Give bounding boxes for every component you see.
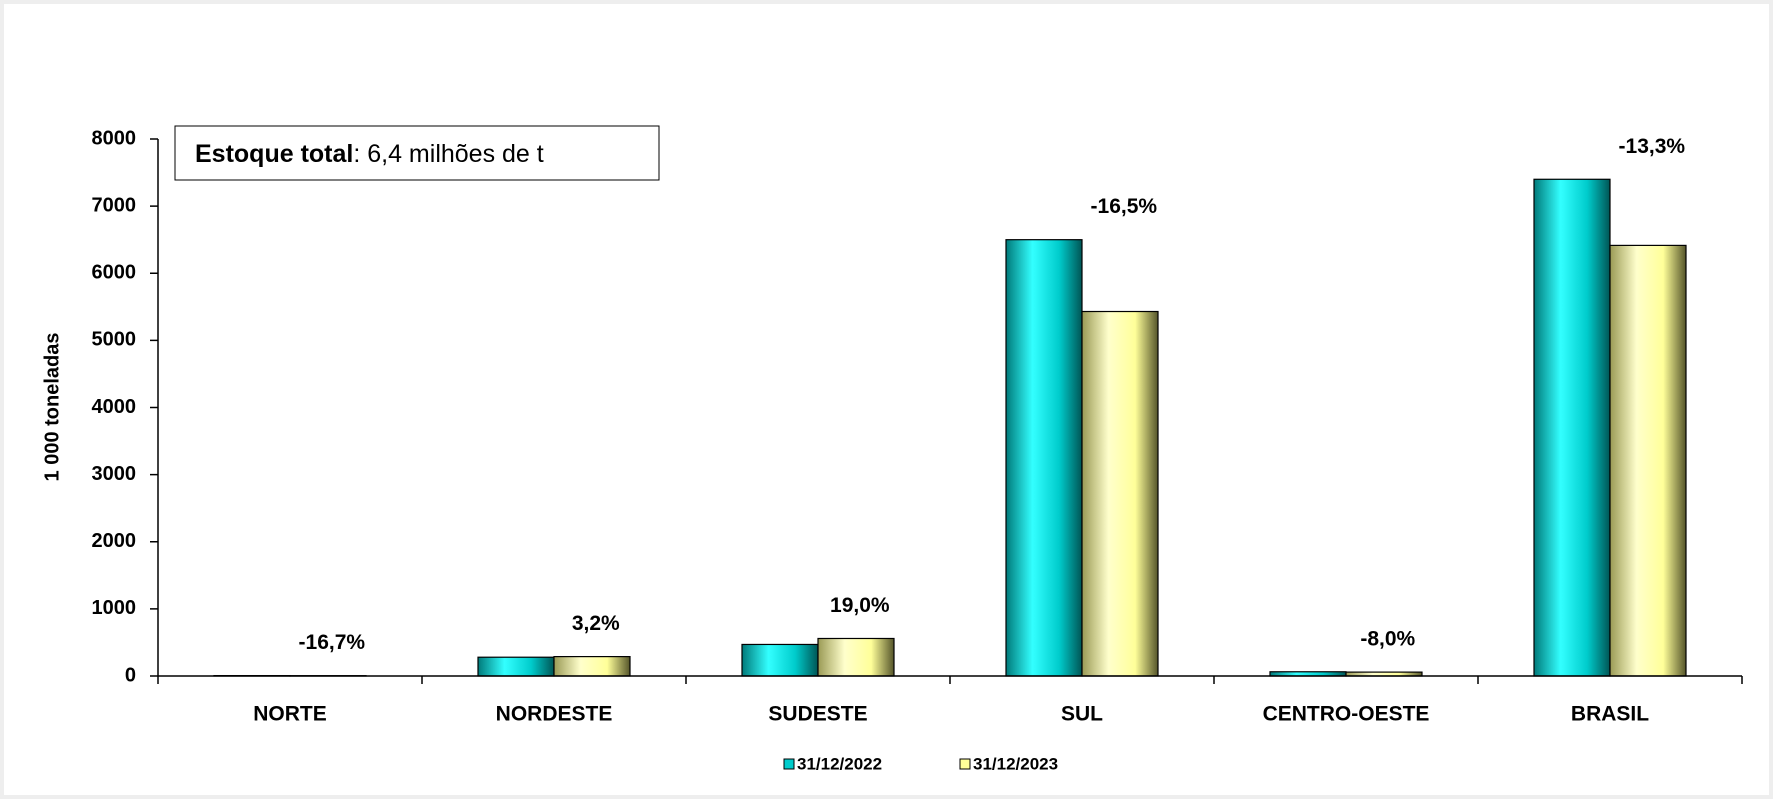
x-tick-label: CENTRO-OESTE xyxy=(1263,703,1430,726)
legend-label: 31/12/2023 xyxy=(973,754,1058,773)
y-tick-label: 2000 xyxy=(92,530,137,552)
change-label: -13,3% xyxy=(1619,135,1686,158)
y-tick-label: 6000 xyxy=(92,262,137,284)
y-tick-label: 7000 xyxy=(92,194,137,216)
x-tick-label: NORDESTE xyxy=(496,703,613,726)
y-tick-label: 8000 xyxy=(92,127,137,149)
annotation: Estoque total: 6,4 milhões de t xyxy=(195,140,544,168)
x-tick-label: NORTE xyxy=(253,703,327,726)
y-tick-label: 3000 xyxy=(92,463,137,485)
annotation-text: : 6,4 milhões de t xyxy=(353,140,543,168)
x-tick-label: SUDESTE xyxy=(768,703,867,726)
y-tick-label: 0 xyxy=(125,664,136,686)
bar xyxy=(477,656,555,677)
y-axis-label: 1 000 toneladas xyxy=(41,333,63,482)
legend-label: 31/12/2022 xyxy=(797,754,882,773)
bar xyxy=(1005,239,1083,677)
bar xyxy=(741,643,819,677)
change-label: 3,2% xyxy=(572,612,620,635)
bar xyxy=(1533,178,1611,677)
y-tick-label: 5000 xyxy=(92,329,137,351)
legend-swatch xyxy=(959,758,971,770)
change-label: 19,0% xyxy=(830,594,890,617)
change-label: -16,5% xyxy=(1091,195,1158,218)
bar xyxy=(1081,310,1159,677)
bar xyxy=(817,637,895,677)
x-tick-label: BRASIL xyxy=(1571,703,1649,726)
annotation-box xyxy=(174,125,660,181)
y-tick-label: 4000 xyxy=(92,396,137,418)
bar xyxy=(1609,244,1687,677)
change-label: -8,0% xyxy=(1360,627,1415,650)
change-label: -16,7% xyxy=(299,631,366,654)
x-tick-label: SUL xyxy=(1061,703,1103,726)
y-tick-label: 1000 xyxy=(92,597,137,619)
legend-swatch xyxy=(783,758,795,770)
annotation-bold: Estoque total xyxy=(195,140,353,168)
bar xyxy=(553,656,631,677)
